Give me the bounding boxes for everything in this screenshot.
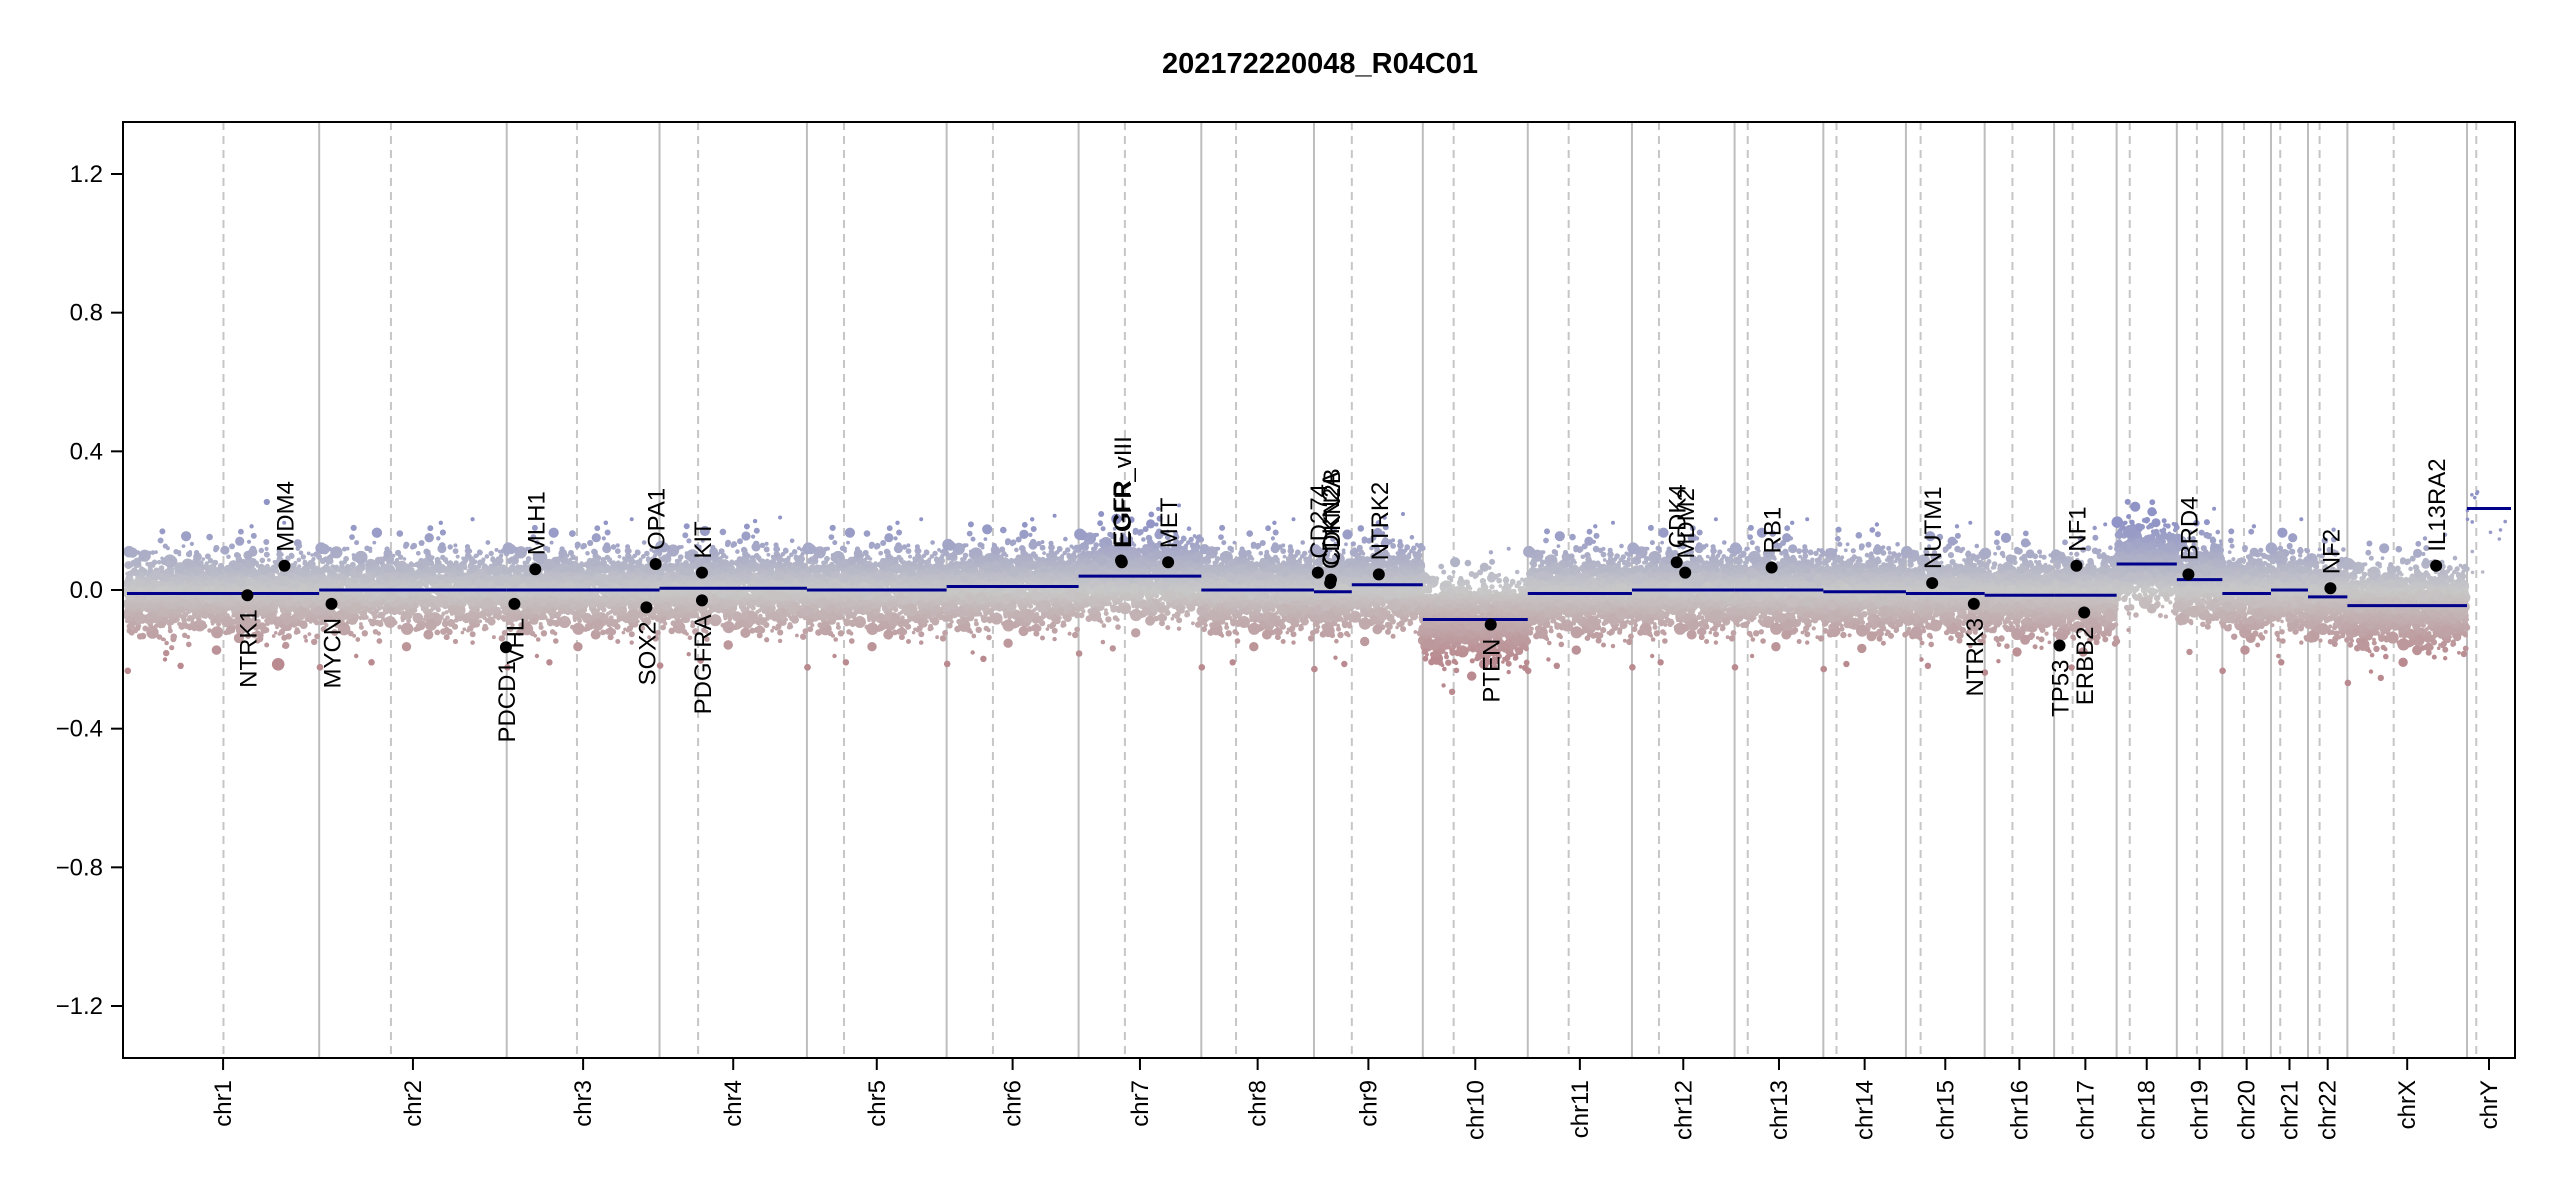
probe-point xyxy=(181,531,191,541)
probe-point xyxy=(164,641,169,646)
probe-point xyxy=(169,645,174,650)
copy-number-plot: NTRK1 MDM4 MYCN PDCD1 VHL MLH1 SOX2 OPA1 PDGFRA K… xyxy=(0,0,2550,1200)
probe-point xyxy=(264,499,270,505)
probe-point xyxy=(260,558,266,564)
probe-point xyxy=(282,644,286,648)
probe-point xyxy=(235,537,244,546)
probe-point xyxy=(125,668,132,675)
probe-point xyxy=(308,632,312,636)
probe-point xyxy=(238,529,244,535)
probe-point xyxy=(304,639,308,643)
probe-point xyxy=(307,552,311,556)
probe-point xyxy=(159,528,165,534)
probe-point xyxy=(163,657,167,661)
probe-point xyxy=(152,560,158,566)
probe-point xyxy=(186,551,192,557)
probe-point xyxy=(263,539,269,545)
probe-point xyxy=(264,643,269,648)
probe-point xyxy=(272,658,285,671)
probe-point xyxy=(267,558,271,562)
probe-point xyxy=(226,555,231,560)
probe-point xyxy=(190,542,194,546)
probe-point xyxy=(186,642,192,648)
chart-svg: NTRK1MDM4MYCNPDCD1VHLMLH1SOX2OPA1PDGFRAK… xyxy=(0,0,2550,1200)
probe-point xyxy=(303,635,307,639)
probe-point xyxy=(163,650,169,656)
